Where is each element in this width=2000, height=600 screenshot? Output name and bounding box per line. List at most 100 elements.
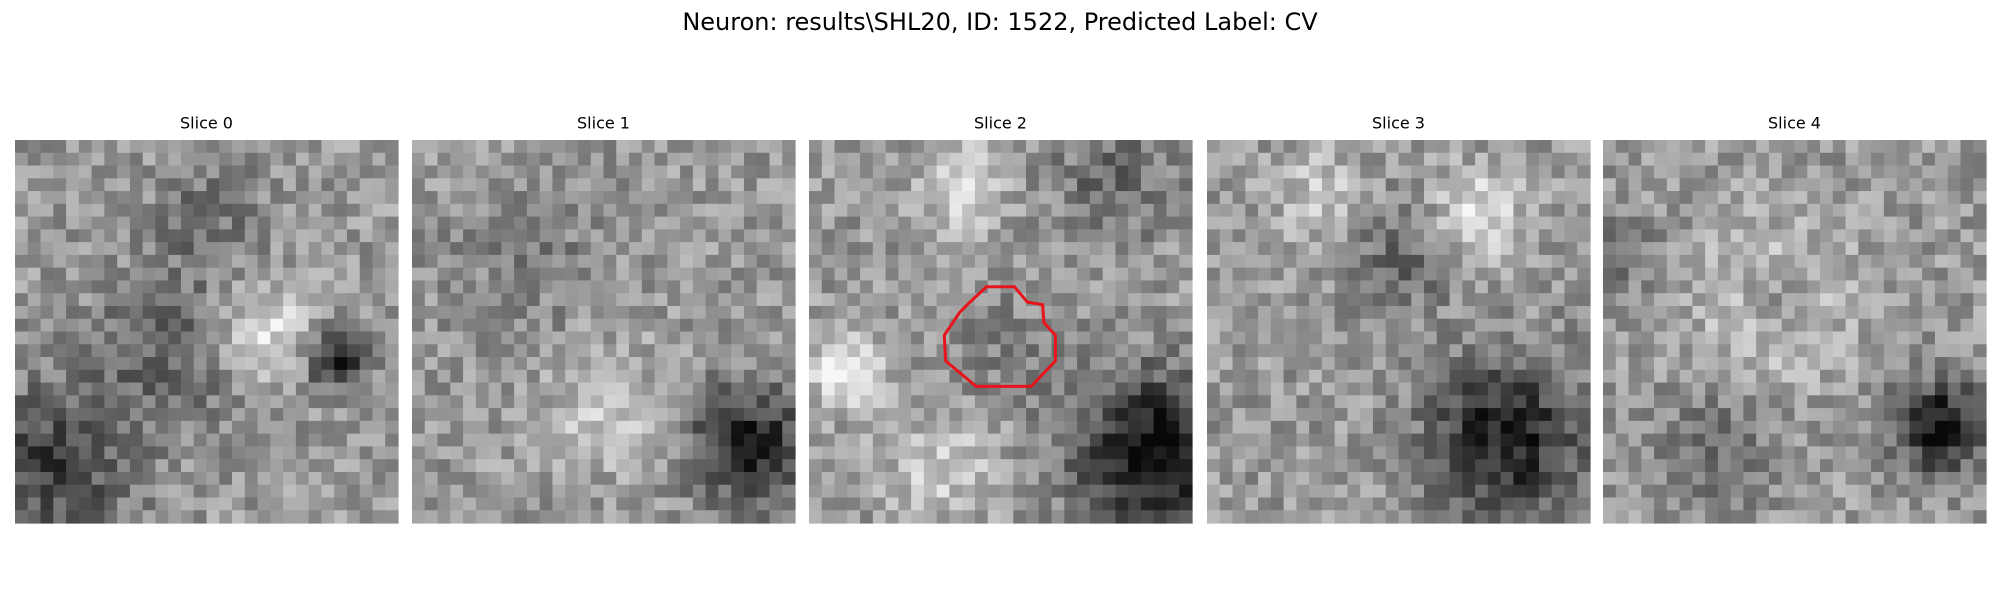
pixel bbox=[1166, 344, 1180, 358]
pixel bbox=[1679, 459, 1693, 473]
pixel bbox=[1973, 433, 1987, 447]
pixel bbox=[603, 140, 617, 154]
pixel bbox=[180, 433, 195, 447]
pixel bbox=[1000, 331, 1014, 345]
pixel bbox=[1603, 408, 1617, 422]
slice-image bbox=[15, 140, 399, 524]
pixel bbox=[860, 382, 874, 396]
pixel bbox=[1922, 203, 1936, 218]
pixel bbox=[1807, 459, 1821, 473]
pixel bbox=[1628, 446, 1642, 460]
pixel bbox=[565, 395, 579, 409]
pixel bbox=[1845, 344, 1859, 358]
pixel bbox=[1436, 408, 1451, 422]
pixel bbox=[1487, 369, 1502, 384]
pixel bbox=[1089, 484, 1104, 499]
pixel bbox=[1038, 420, 1053, 435]
pixel bbox=[104, 446, 118, 460]
pixel bbox=[385, 446, 399, 460]
pixel bbox=[1475, 382, 1489, 396]
pixel bbox=[705, 357, 719, 371]
pixel bbox=[53, 369, 67, 384]
pixel bbox=[936, 242, 951, 256]
pixel bbox=[104, 420, 118, 435]
pixel bbox=[974, 459, 989, 473]
pixel bbox=[1628, 357, 1642, 371]
pixel bbox=[1538, 433, 1553, 447]
pixel bbox=[898, 344, 912, 358]
pixel bbox=[1654, 242, 1668, 256]
pixel bbox=[911, 344, 925, 358]
pixel bbox=[1526, 510, 1540, 524]
pixel bbox=[1449, 433, 1463, 447]
pixel bbox=[603, 459, 617, 473]
pixel bbox=[155, 152, 169, 167]
pixel bbox=[1102, 471, 1116, 486]
pixel bbox=[1102, 433, 1116, 447]
pixel bbox=[1462, 216, 1476, 230]
pixel bbox=[923, 254, 938, 269]
pixel bbox=[1947, 293, 1962, 307]
pixel bbox=[1513, 433, 1527, 447]
pixel bbox=[359, 357, 374, 371]
pixel bbox=[1820, 408, 1834, 422]
pixel bbox=[1258, 293, 1272, 307]
pixel bbox=[1219, 446, 1234, 460]
pixel bbox=[180, 484, 195, 499]
pixel bbox=[1026, 395, 1040, 409]
pixel bbox=[577, 318, 592, 333]
pixel bbox=[1628, 165, 1642, 179]
pixel bbox=[475, 140, 490, 154]
pixel bbox=[526, 344, 541, 358]
pixel bbox=[1794, 152, 1808, 167]
pixel bbox=[1934, 140, 1949, 154]
pixel bbox=[244, 203, 259, 218]
pixel bbox=[552, 433, 566, 447]
pixel bbox=[155, 318, 169, 333]
pixel bbox=[756, 344, 771, 358]
pixel bbox=[705, 203, 719, 218]
pixel bbox=[1347, 459, 1361, 473]
pixel bbox=[1641, 420, 1655, 435]
pixel bbox=[1038, 216, 1053, 230]
pixel bbox=[437, 471, 451, 486]
pixel bbox=[1360, 510, 1374, 524]
pixel bbox=[104, 216, 118, 230]
pixel bbox=[450, 152, 464, 167]
pixel bbox=[872, 318, 887, 333]
pixel bbox=[1538, 178, 1553, 192]
pixel bbox=[872, 382, 887, 396]
pixel bbox=[1705, 254, 1719, 269]
pixel bbox=[834, 369, 848, 384]
pixel bbox=[1128, 382, 1142, 396]
pixel bbox=[206, 229, 220, 243]
pixel bbox=[616, 165, 630, 179]
pixel bbox=[40, 357, 54, 371]
pixel bbox=[1807, 305, 1821, 320]
pixel bbox=[1717, 191, 1732, 205]
pixel bbox=[78, 420, 93, 435]
pixel bbox=[641, 395, 656, 409]
pixel bbox=[295, 229, 310, 243]
pixel bbox=[718, 446, 732, 460]
pixel bbox=[1526, 216, 1540, 230]
pixel bbox=[1051, 293, 1065, 307]
pixel bbox=[1615, 510, 1630, 524]
pixel bbox=[847, 254, 861, 269]
pixel bbox=[552, 178, 566, 192]
pixel bbox=[206, 344, 220, 358]
pixel bbox=[1372, 497, 1387, 511]
pixel bbox=[731, 420, 745, 435]
pixel bbox=[1140, 267, 1155, 282]
pixel bbox=[1115, 497, 1129, 511]
pixel bbox=[1179, 484, 1193, 499]
pixel bbox=[334, 369, 348, 384]
pixel bbox=[104, 178, 118, 192]
pixel bbox=[142, 254, 157, 269]
pixel bbox=[1128, 331, 1142, 345]
pixel bbox=[66, 178, 80, 192]
pixel bbox=[1883, 408, 1898, 422]
pixel bbox=[1385, 471, 1400, 486]
pixel bbox=[1000, 369, 1014, 384]
pixel bbox=[1398, 395, 1412, 409]
